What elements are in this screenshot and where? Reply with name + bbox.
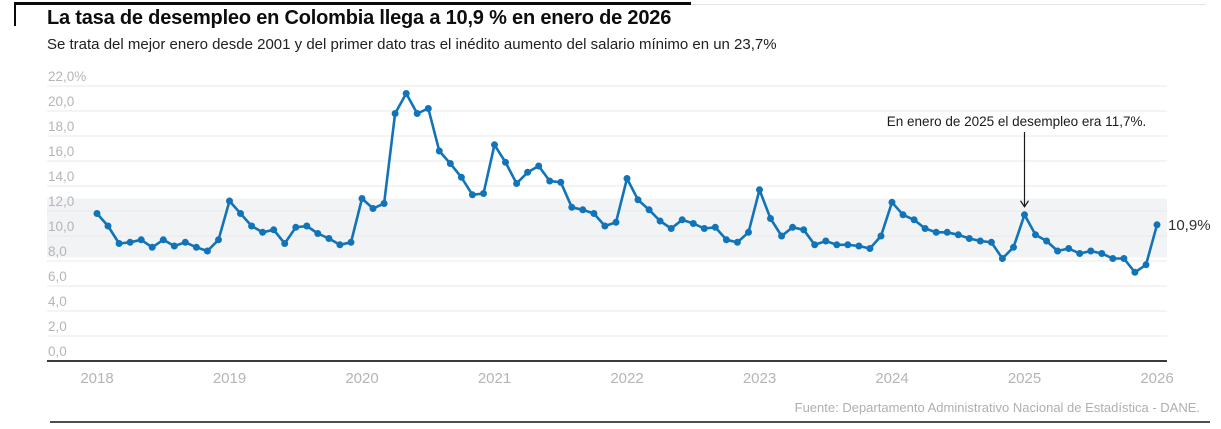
arrowhead-icon: [1020, 200, 1029, 208]
svg-text:18,0: 18,0: [48, 119, 74, 134]
svg-text:12,0: 12,0: [48, 194, 74, 209]
svg-text:16,0: 16,0: [48, 144, 74, 159]
gridlines: [47, 85, 1167, 362]
svg-text:2026: 2026: [1140, 370, 1173, 387]
svg-text:2022: 2022: [610, 370, 643, 387]
headline-rule: [14, 2, 691, 5]
svg-text:6,0: 6,0: [48, 269, 67, 284]
svg-text:2018: 2018: [80, 370, 113, 387]
y-axis-labels: 22,0% 20,0 18,0 16,0 14,0 12,0 10,0 8,0 6,0 4,0 2,…: [48, 69, 86, 359]
svg-text:2020: 2020: [345, 370, 378, 387]
chart-title: La tasa de desempleo en Colombia llega a…: [47, 7, 672, 29]
svg-text:20,0: 20,0: [48, 94, 74, 109]
svg-text:4,0: 4,0: [48, 294, 67, 309]
annotation: En enero de 2025 el desempleo era 11,7%.: [887, 114, 1146, 208]
last-value-label: 10,9%: [1168, 217, 1211, 234]
svg-text:22,0%: 22,0%: [48, 69, 86, 84]
chart-subtitle: Se trata del mejor enero desde 2001 y de…: [47, 36, 777, 53]
svg-text:2024: 2024: [875, 370, 908, 387]
svg-text:2,0: 2,0: [48, 319, 67, 334]
svg-text:2025: 2025: [1008, 370, 1041, 387]
series-markers[interactable]: [93, 90, 1161, 276]
headline-rule-tick: [14, 2, 16, 26]
svg-text:14,0: 14,0: [48, 169, 74, 184]
bottom-divider: [50, 421, 1210, 423]
svg-text:10,0: 10,0: [48, 219, 74, 234]
svg-text:2021: 2021: [478, 370, 511, 387]
svg-text:8,0: 8,0: [48, 244, 67, 259]
svg-text:0,0: 0,0: [48, 344, 67, 359]
svg-text:2023: 2023: [743, 370, 776, 387]
source-note: Fuente: Departamento Administrativo Naci…: [794, 400, 1200, 415]
svg-text:2019: 2019: [213, 370, 246, 387]
svg-text:En enero de 2025 el desempleo: En enero de 2025 el desempleo era 11,7%.: [887, 114, 1146, 129]
x-axis-labels: 2018 2019 2020 2021 2022 2023 2024 2025 2026: [80, 370, 1173, 387]
